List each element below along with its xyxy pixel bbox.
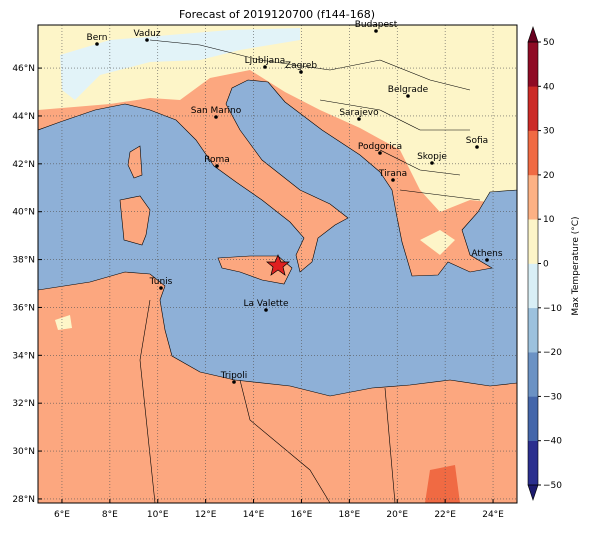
city-dot bbox=[378, 151, 382, 155]
star-marker bbox=[266, 254, 290, 276]
y-tick-label: 44°N bbox=[12, 112, 35, 122]
y-tick-label: 40°N bbox=[12, 208, 35, 218]
colorbar-tick-label: 0 bbox=[543, 260, 549, 270]
city-dot bbox=[263, 65, 267, 69]
colorbar-band bbox=[528, 86, 538, 131]
colorbar-tick-label: −20 bbox=[543, 348, 562, 358]
city-label: La Valette bbox=[244, 299, 289, 309]
y-tick-label: 46°N bbox=[12, 64, 35, 74]
city-dot bbox=[145, 38, 149, 42]
city-dot bbox=[430, 161, 434, 165]
x-tick-label: 14°E bbox=[243, 510, 265, 520]
colorbar-band bbox=[528, 440, 538, 486]
city-label: Ljubljana bbox=[245, 56, 286, 66]
city-dot bbox=[215, 164, 219, 168]
city-label: Tirana bbox=[378, 169, 407, 179]
x-tick-label: 16°E bbox=[291, 510, 313, 520]
city-dot bbox=[374, 29, 378, 33]
city-label: Sofia bbox=[466, 136, 488, 146]
y-tick-label: 30°N bbox=[12, 447, 35, 457]
city-label: Roma bbox=[204, 155, 230, 165]
city-label: Zagreb bbox=[285, 61, 317, 71]
colorbar-tick-label: 30 bbox=[543, 127, 555, 137]
y-tick-label: 36°N bbox=[12, 303, 35, 313]
colorbar-extend bbox=[527, 484, 539, 501]
city-label: San Marino bbox=[191, 106, 242, 116]
city-dot bbox=[299, 70, 303, 74]
colorbar-tick-label: 40 bbox=[543, 82, 555, 92]
x-tick-label: 22°E bbox=[434, 510, 456, 520]
y-tick-label: 32°N bbox=[12, 399, 35, 409]
colorbar-band bbox=[528, 263, 538, 309]
city-dot bbox=[357, 117, 361, 121]
city-label: Tripoli bbox=[220, 371, 248, 381]
x-tick-label: 10°E bbox=[147, 510, 169, 520]
colorbar-band bbox=[528, 130, 538, 176]
city-dot bbox=[264, 308, 268, 312]
colorbar-label: Max Temperature (°C) bbox=[571, 216, 581, 315]
colorbar-extend bbox=[527, 26, 539, 43]
map-frame bbox=[37, 24, 518, 504]
x-tick-label: 18°E bbox=[339, 510, 361, 520]
colorbar-tick-label: 10 bbox=[543, 215, 555, 225]
y-tick-label: 34°N bbox=[12, 351, 35, 361]
colorbar-tick-label: −10 bbox=[543, 304, 562, 314]
x-tick-label: 20°E bbox=[386, 510, 408, 520]
colorbar-band bbox=[528, 396, 538, 441]
colorbar-band bbox=[528, 42, 538, 87]
city-label: Tunis bbox=[149, 277, 173, 287]
city-dot bbox=[475, 145, 479, 149]
x-tick-label: 12°E bbox=[195, 510, 217, 520]
city-label: Podgorica bbox=[358, 142, 402, 152]
city-dot bbox=[232, 380, 236, 384]
city-label: Skopje bbox=[417, 152, 447, 162]
borders bbox=[38, 25, 517, 503]
colorbar-band bbox=[528, 219, 538, 264]
colorbar-band bbox=[528, 174, 538, 220]
city-dot bbox=[391, 178, 395, 182]
city-dot bbox=[95, 42, 99, 46]
city-dot bbox=[214, 115, 218, 119]
city-dot bbox=[159, 286, 163, 290]
colorbar-tick-label: −50 bbox=[543, 481, 562, 491]
city-label: Bern bbox=[87, 33, 108, 43]
colorbar-tick-label: −30 bbox=[543, 392, 562, 402]
city-dot bbox=[406, 94, 410, 98]
city-dot bbox=[485, 258, 489, 262]
x-tick-label: 6°E bbox=[54, 510, 70, 520]
title: Forecast of 2019120700 (f144-168) bbox=[179, 8, 375, 21]
city-label: Vaduz bbox=[133, 29, 160, 39]
y-tick-label: 42°N bbox=[12, 160, 35, 170]
city-label: Belgrade bbox=[388, 85, 429, 95]
y-tick-label: 38°N bbox=[12, 256, 35, 266]
city-label: Sarajevo bbox=[339, 108, 379, 118]
x-tick-label: 24°E bbox=[482, 510, 504, 520]
colorbar-tick-label: 20 bbox=[543, 171, 555, 181]
city-label: Athens bbox=[471, 249, 502, 259]
colorbar-tick-label: 50 bbox=[543, 38, 555, 48]
x-tick-label: 8°E bbox=[102, 510, 118, 520]
colorbar-tick-label: −40 bbox=[543, 437, 562, 447]
y-tick-label: 28°N bbox=[12, 495, 35, 505]
colorbar-band bbox=[528, 352, 538, 397]
colorbar-band bbox=[528, 307, 538, 353]
